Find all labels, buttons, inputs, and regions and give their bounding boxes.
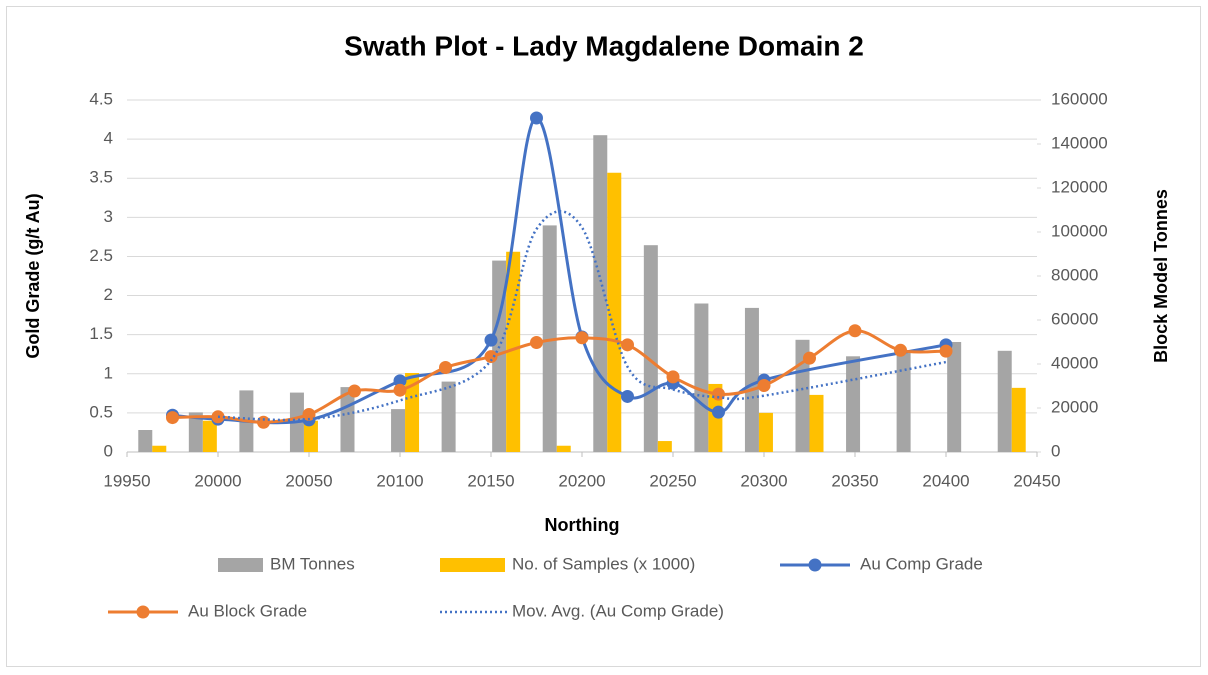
bar <box>391 409 406 452</box>
x-tick-label: 20050 <box>285 471 332 490</box>
marker <box>348 384 361 398</box>
legend-marker <box>808 558 822 572</box>
legend-label: No. of Samples (x 1000) <box>512 554 695 573</box>
y2-tick-label: 120000 <box>1051 177 1108 196</box>
y2-tick-label: 60000 <box>1051 309 1098 328</box>
bar <box>405 372 420 452</box>
legend-label: BM Tonnes <box>270 554 355 573</box>
bar <box>593 135 608 452</box>
legend-marker <box>136 605 150 619</box>
y2-axis-title: Block Model Tonnes <box>1151 189 1171 363</box>
y2-tick-label: 140000 <box>1051 133 1108 152</box>
marker <box>666 370 680 384</box>
marker <box>393 383 407 397</box>
bar <box>152 445 167 452</box>
marker <box>439 361 452 375</box>
x-tick-label: 20100 <box>376 471 423 490</box>
marker <box>621 338 634 352</box>
marker <box>393 374 407 388</box>
legend-swatch <box>218 558 263 572</box>
marker <box>530 335 543 349</box>
y-tick-label: 4 <box>104 129 113 148</box>
marker <box>939 344 953 358</box>
marker <box>302 407 316 421</box>
y-tick-label: 1 <box>104 363 113 382</box>
marker <box>621 389 634 403</box>
marker <box>166 411 179 425</box>
line <box>217 210 947 422</box>
bar <box>657 441 672 452</box>
legend-swatch <box>440 558 505 572</box>
legend-label: Au Block Grade <box>188 601 307 620</box>
y2-tick-label: 100000 <box>1051 221 1108 240</box>
y2-tick-label: 160000 <box>1051 89 1108 108</box>
bar <box>188 412 203 452</box>
bar <box>809 394 824 452</box>
marker <box>757 379 771 393</box>
marker <box>712 387 725 401</box>
bar <box>795 339 810 452</box>
line <box>172 116 947 425</box>
marker <box>894 343 907 357</box>
marker <box>484 333 498 347</box>
bar <box>896 350 911 452</box>
x-tick-label: 20000 <box>194 471 241 490</box>
bar <box>303 420 318 452</box>
y2-tick-label: 0 <box>1051 441 1060 460</box>
marker <box>257 415 270 429</box>
legend-label: Au Comp Grade <box>860 554 983 573</box>
bar <box>744 307 759 452</box>
y2-tick-label: 20000 <box>1051 397 1098 416</box>
x-tick-label: 20200 <box>558 471 605 490</box>
legend-label: Mov. Avg. (Au Comp Grade) <box>512 601 724 620</box>
y-tick-label: 3.5 <box>89 168 113 187</box>
bar <box>997 350 1012 452</box>
y2-tick-label: 80000 <box>1051 265 1098 284</box>
y2-tick-label: 40000 <box>1051 353 1098 372</box>
bar <box>947 342 962 452</box>
marker <box>530 111 543 125</box>
bar <box>607 172 622 452</box>
bar <box>1011 387 1026 452</box>
marker <box>575 331 589 345</box>
bar <box>556 445 571 452</box>
bar <box>758 412 773 452</box>
bar <box>506 251 521 452</box>
y-tick-label: 1.5 <box>89 324 113 343</box>
y-tick-label: 2.5 <box>89 246 113 265</box>
x-axis-title: Northing <box>545 515 620 535</box>
x-tick-label: 20350 <box>831 471 878 490</box>
bar <box>202 420 217 452</box>
bar <box>694 303 709 452</box>
x-tick-label: 20300 <box>740 471 787 490</box>
bar <box>708 383 723 452</box>
chart-title: Swath Plot - Lady Magdalene Domain 2 <box>344 30 864 61</box>
x-tick-label: 20250 <box>649 471 696 490</box>
marker <box>803 351 816 365</box>
x-tick-label: 20450 <box>1013 471 1060 490</box>
y-axis-title: Gold Grade (g/t Au) <box>23 193 43 358</box>
marker <box>484 350 498 364</box>
x-tick-label: 20400 <box>922 471 969 490</box>
x-tick-label: 19950 <box>103 471 150 490</box>
x-tick-label: 20150 <box>467 471 514 490</box>
y-tick-label: 4.5 <box>89 89 113 108</box>
y-tick-label: 0.5 <box>89 402 113 421</box>
bar <box>846 356 861 452</box>
y-tick-label: 3 <box>104 207 113 226</box>
marker <box>712 405 725 419</box>
bar <box>441 381 456 452</box>
bar <box>643 245 658 452</box>
marker <box>848 324 862 338</box>
bar <box>138 430 153 452</box>
y-tick-label: 0 <box>104 441 113 460</box>
y-tick-label: 2 <box>104 285 113 304</box>
